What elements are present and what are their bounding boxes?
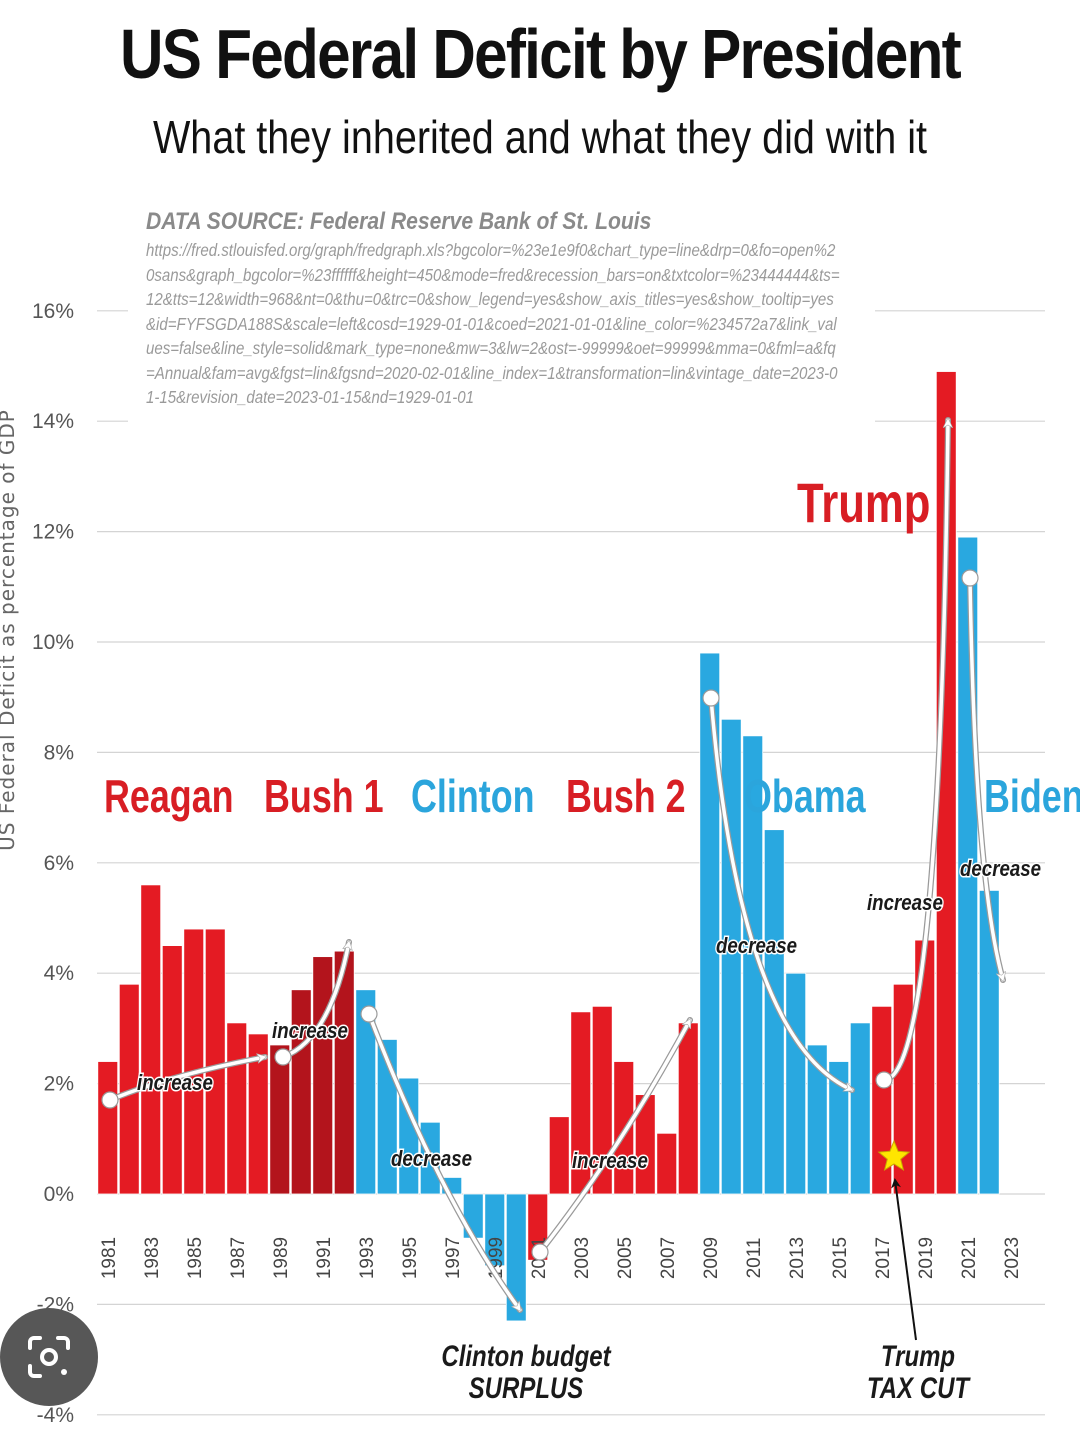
x-tick-label: 1997	[443, 1237, 464, 1279]
bar-1984	[161, 945, 183, 1195]
bar-2007	[656, 1132, 678, 1195]
arrow-bush1	[281, 942, 349, 1059]
x-tick-label: 1985	[185, 1237, 206, 1279]
data-source-label: DATA SOURCE: Federal Reserve Bank of St.…	[146, 208, 652, 235]
data-source-url: https://fred.stlouisfed.org/graph/fredgr…	[146, 240, 840, 407]
bar-1999	[484, 1193, 506, 1267]
president-label-bush-1: Bush 1	[264, 771, 384, 822]
bar-1981	[97, 1061, 119, 1195]
trend-label-trump: increase	[867, 892, 943, 916]
arrow-start-bush2	[531, 1243, 549, 1261]
bar-2002	[548, 1116, 570, 1195]
x-tick-label: 2005	[615, 1237, 636, 1279]
y-tick-label: 4%	[44, 962, 74, 985]
x-tick-label: 1983	[142, 1237, 163, 1279]
president-label-bush-2: Bush 2	[566, 771, 686, 822]
x-tick-label: 2009	[701, 1237, 722, 1279]
arrow-obama	[709, 696, 852, 1092]
bar-2014	[806, 1044, 828, 1195]
x-tick-label: 2015	[830, 1237, 851, 1279]
arrow-start-reagan	[101, 1091, 119, 1109]
president-label-obama: Obama	[744, 771, 867, 822]
y-axis-label: US Federal Deficit as percentage of GDP	[0, 409, 19, 851]
chart-title: US Federal Deficit by President	[120, 15, 962, 93]
x-tick-label: 1989	[271, 1237, 292, 1279]
bar-2008	[677, 1022, 699, 1195]
bar-2013	[785, 972, 807, 1195]
arrow-trump	[882, 420, 948, 1082]
x-tick-label: 2021	[959, 1237, 980, 1279]
x-tick-label: 2023	[1002, 1237, 1023, 1279]
arrow-biden	[968, 576, 1003, 980]
x-tick-label: 1987	[228, 1237, 249, 1279]
arrow-start-biden	[961, 569, 979, 587]
annotation-surplus_line2: SURPLUS	[469, 1370, 584, 1404]
lens-icon	[28, 1336, 70, 1378]
x-tick-label: 2019	[916, 1237, 937, 1279]
x-tick-label: 1991	[314, 1237, 335, 1279]
president-label-reagan: Reagan	[104, 771, 234, 822]
trend-label-bush2: increase	[572, 1150, 648, 1174]
x-tick-label: 2011	[744, 1238, 765, 1279]
image-search-button[interactable]	[0, 1308, 98, 1406]
bar-1983	[140, 884, 162, 1195]
x-tick-label: 2007	[658, 1237, 679, 1279]
star-icon	[877, 1139, 911, 1171]
bar-2004	[591, 1005, 613, 1195]
arrow-start-clinton	[360, 1005, 378, 1023]
x-tick-label: 2003	[572, 1237, 593, 1279]
trend-label-biden: decrease	[960, 858, 1041, 882]
bar-1991	[312, 956, 334, 1195]
x-tick-label: 1993	[357, 1237, 378, 1279]
bar-2009	[699, 652, 721, 1195]
y-tick-label: 6%	[44, 852, 74, 875]
arrow-clinton	[367, 1012, 522, 1310]
bar-1987	[226, 1022, 248, 1195]
bar-1985	[183, 928, 205, 1195]
bar-2000	[505, 1193, 527, 1322]
y-tick-label: 2%	[44, 1073, 74, 1096]
arrow-start-trump	[875, 1071, 893, 1089]
x-tick-label: 1995	[400, 1237, 421, 1279]
trend-label-clinton: decrease	[391, 1148, 472, 1172]
bar-2015	[828, 1061, 850, 1195]
president-label-clinton: Clinton	[411, 771, 535, 822]
x-tick-label: 2013	[787, 1237, 808, 1279]
bar-1986	[204, 928, 226, 1195]
president-label-biden: Biden	[984, 771, 1080, 822]
taxcut-pointer	[891, 1178, 917, 1341]
trend-label-obama: decrease	[716, 935, 797, 959]
chart-subtitle: What they inherited and what they did wi…	[152, 111, 928, 163]
y-tick-label: -4%	[37, 1404, 74, 1427]
trend-label-bush1: increase	[272, 1020, 348, 1044]
x-tick-label: 2017	[873, 1237, 894, 1279]
bar-1993	[355, 989, 377, 1195]
arrow-start-bush1	[274, 1048, 292, 1066]
arrow-start-obama	[702, 689, 720, 707]
annotation-surplus_line1: Clinton budget	[441, 1338, 611, 1372]
y-tick-label: 10%	[32, 631, 74, 654]
y-tick-label: 8%	[44, 741, 74, 764]
annotation-taxcut_line1: Trump	[881, 1338, 955, 1372]
y-tick-label: 14%	[32, 410, 74, 433]
annotation-taxcut_line2: TAX CUT	[867, 1370, 971, 1404]
x-tick-label: 1981	[99, 1237, 120, 1279]
y-tick-label: 16%	[32, 300, 74, 323]
bar-2012	[763, 829, 785, 1195]
arrow-bush2	[538, 1020, 692, 1254]
president-label-trump: Trump	[797, 472, 930, 534]
trend-label-reagan: increase	[137, 1072, 213, 1096]
bar-2016	[849, 1022, 871, 1195]
bar-1989	[269, 1044, 291, 1195]
bar-1988	[247, 1033, 269, 1195]
arrow-reagan	[108, 1057, 265, 1102]
bar-2017	[871, 1005, 893, 1195]
y-tick-label: 0%	[44, 1183, 74, 1206]
y-tick-label: 12%	[32, 521, 74, 544]
